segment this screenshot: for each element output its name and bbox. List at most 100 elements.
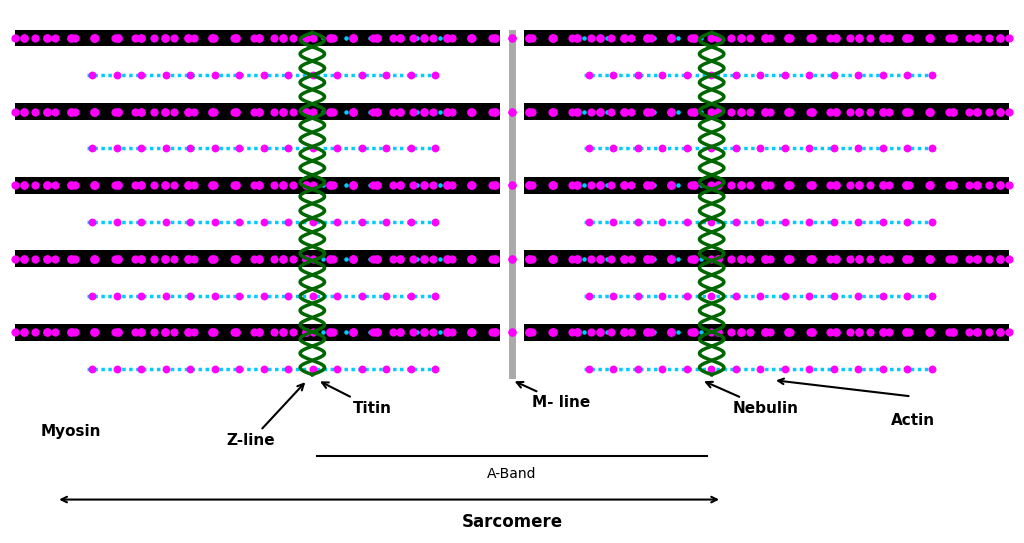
Point — [683, 108, 699, 116]
Point — [402, 365, 419, 374]
Point — [643, 34, 659, 42]
Point — [710, 181, 726, 190]
Point — [584, 328, 600, 337]
Point — [110, 34, 126, 42]
Point — [782, 181, 799, 190]
Point — [780, 181, 797, 190]
Point — [246, 181, 262, 190]
Point — [464, 255, 480, 263]
Point — [329, 365, 345, 374]
Point — [146, 328, 163, 337]
Point — [298, 108, 314, 116]
Point — [842, 34, 858, 42]
Text: A-Band: A-Band — [487, 467, 537, 481]
Point — [686, 34, 702, 42]
Point — [941, 255, 957, 263]
Point — [304, 365, 321, 374]
Point — [463, 255, 479, 263]
Point — [110, 181, 126, 190]
Point — [47, 328, 63, 337]
Point — [702, 328, 719, 337]
Point — [851, 328, 867, 337]
Point — [961, 34, 977, 42]
Point — [992, 255, 1009, 263]
Point — [639, 181, 655, 190]
Point — [523, 255, 540, 263]
Point — [246, 255, 262, 263]
Point — [251, 181, 267, 190]
Point — [563, 328, 580, 337]
Point — [106, 255, 123, 263]
Point — [742, 108, 759, 116]
Point — [663, 328, 679, 337]
Point — [804, 34, 820, 42]
FancyBboxPatch shape — [15, 250, 500, 267]
Point — [84, 365, 100, 374]
Point — [180, 108, 197, 116]
Point — [385, 34, 401, 42]
Point — [345, 328, 361, 337]
Point — [615, 34, 632, 42]
Point — [256, 365, 272, 374]
Point — [304, 71, 321, 79]
Point — [544, 328, 560, 337]
Text: M- line: M- line — [517, 382, 591, 411]
Point — [39, 328, 55, 337]
Point — [851, 108, 867, 116]
Point — [67, 34, 83, 42]
Point — [901, 181, 918, 190]
Point — [710, 108, 726, 116]
Point — [842, 255, 858, 263]
Point — [762, 108, 778, 116]
Point — [521, 34, 538, 42]
Point — [874, 144, 891, 153]
Point — [365, 34, 381, 42]
Point — [762, 181, 778, 190]
Point — [922, 108, 938, 116]
Point — [305, 108, 322, 116]
Point — [231, 365, 248, 374]
Point — [439, 328, 456, 337]
Point — [109, 144, 125, 153]
Point — [353, 218, 370, 226]
Point — [780, 255, 797, 263]
Point — [427, 71, 443, 79]
Point — [654, 218, 671, 226]
Point — [874, 255, 891, 263]
Point — [802, 328, 818, 337]
Point — [804, 181, 820, 190]
Point — [280, 218, 296, 226]
Point — [941, 181, 957, 190]
Point — [992, 328, 1009, 337]
Point — [204, 328, 220, 337]
Point — [126, 328, 142, 337]
Point — [86, 328, 102, 337]
Point — [757, 328, 773, 337]
Point — [345, 255, 361, 263]
Point — [568, 34, 585, 42]
Point — [86, 181, 102, 190]
Point — [521, 328, 538, 337]
Point — [444, 108, 461, 116]
Point — [623, 108, 639, 116]
Point — [663, 255, 679, 263]
Point — [280, 71, 296, 79]
Point — [484, 34, 501, 42]
Point — [166, 328, 182, 337]
Point — [463, 328, 479, 337]
Point — [969, 34, 985, 42]
Point — [157, 34, 173, 42]
Point — [523, 181, 540, 190]
Point — [782, 255, 799, 263]
Point — [801, 144, 817, 153]
Point — [304, 144, 321, 153]
Point — [486, 108, 503, 116]
Point — [703, 218, 720, 226]
Point — [416, 34, 432, 42]
Point — [901, 328, 918, 337]
Point — [603, 181, 620, 190]
Point — [504, 255, 520, 263]
Point — [801, 71, 817, 79]
Point — [568, 255, 585, 263]
Point — [206, 34, 222, 42]
